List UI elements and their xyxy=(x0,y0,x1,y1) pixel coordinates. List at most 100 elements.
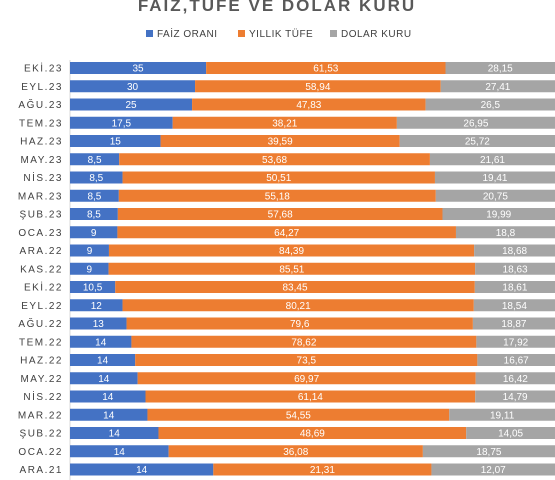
bar-segment xyxy=(474,244,555,257)
bar-segment xyxy=(172,116,397,129)
bar-segment xyxy=(455,226,555,239)
data-label: 79,6 xyxy=(290,319,310,330)
data-label: 14,79 xyxy=(503,392,528,403)
data-label: 83,45 xyxy=(283,283,308,294)
bar-segment xyxy=(145,390,476,403)
bar-segment xyxy=(475,262,555,275)
data-label: 28,15 xyxy=(488,64,513,75)
category-label: EYL.22 xyxy=(21,301,63,312)
bar-segment xyxy=(70,208,118,220)
bar-segment xyxy=(70,299,123,312)
data-label: 14 xyxy=(103,410,115,421)
bar-segment xyxy=(108,244,475,257)
legend-label: YILLIK TÜFE xyxy=(249,28,313,40)
data-label: 57,68 xyxy=(268,210,293,221)
category-label: AĞU.23 xyxy=(18,98,63,111)
bar-segment xyxy=(119,153,430,166)
bar-segment xyxy=(122,299,474,312)
category-label: NİS.22 xyxy=(23,390,63,403)
bar-segment xyxy=(70,244,109,257)
data-label: 13 xyxy=(93,319,105,330)
data-label: 14,05 xyxy=(498,429,523,440)
data-label: 35 xyxy=(133,64,145,75)
data-label: 14 xyxy=(95,337,107,348)
data-label: 84,39 xyxy=(279,246,304,257)
data-label: 18,8 xyxy=(496,228,516,239)
bar-segment xyxy=(70,189,119,202)
data-label: 21,61 xyxy=(480,155,505,166)
bar-segment xyxy=(70,171,123,184)
bar-segment xyxy=(425,98,555,111)
data-label: 17,5 xyxy=(112,118,132,129)
bar-segment xyxy=(474,281,555,293)
category-label: KAS.22 xyxy=(20,264,63,275)
bar-segment xyxy=(213,463,432,476)
data-label: 26,5 xyxy=(481,100,501,111)
bar-segment xyxy=(475,372,555,385)
bar-segment xyxy=(117,208,443,220)
data-label: 27,41 xyxy=(485,82,510,93)
chart-title: FAİZ,TÜFE VE DOLAR KURU xyxy=(138,0,416,15)
bar-segment xyxy=(422,445,555,458)
bar-segment xyxy=(475,390,555,403)
bar-segment xyxy=(137,372,476,385)
data-label: 14 xyxy=(114,447,126,458)
data-label: 61,53 xyxy=(313,64,338,75)
bar-segment xyxy=(70,427,159,439)
data-label: 15 xyxy=(110,137,122,148)
bar-segment xyxy=(206,62,446,74)
data-label: 16,67 xyxy=(504,356,529,367)
data-label: 54,55 xyxy=(286,410,311,421)
bar-segment xyxy=(117,226,456,239)
legend: FAİZ ORANI YILLIK TÜFE DOLAR KURU xyxy=(146,27,412,40)
bar-segment xyxy=(70,317,127,330)
data-label: 19,99 xyxy=(486,210,511,221)
bar-segment xyxy=(476,335,555,348)
data-label: 69,97 xyxy=(294,374,319,385)
data-label: 48,69 xyxy=(300,429,325,440)
bar-segment xyxy=(70,354,136,366)
data-label: 12,07 xyxy=(481,465,506,476)
bar-segment xyxy=(108,262,476,275)
bar-segment xyxy=(477,354,555,366)
data-label: 39,59 xyxy=(268,137,293,148)
bar-segment xyxy=(70,116,173,129)
bar-segment xyxy=(70,262,109,275)
bar-segment xyxy=(70,80,196,93)
data-label: 8,5 xyxy=(88,155,102,166)
data-label: 8,5 xyxy=(87,210,101,221)
bar-segment xyxy=(399,135,555,147)
data-label: 19,11 xyxy=(490,410,515,421)
data-label: 50,51 xyxy=(266,173,291,184)
data-label: 53,68 xyxy=(262,155,287,166)
bar-segment xyxy=(118,189,436,202)
data-label: 9 xyxy=(87,246,93,257)
data-label: 18,75 xyxy=(476,447,501,458)
data-label: 30 xyxy=(127,82,139,93)
bar-segment xyxy=(195,80,441,93)
data-label: 36,08 xyxy=(283,447,308,458)
bar-segment xyxy=(435,189,555,202)
category-label: MAR.23 xyxy=(18,191,63,202)
data-label: 64,27 xyxy=(274,228,299,239)
bar-segment xyxy=(472,317,555,330)
bar-segment xyxy=(160,135,400,147)
data-label: 18,63 xyxy=(503,264,528,275)
category-label: TEM.23 xyxy=(19,118,63,129)
data-label: 61,14 xyxy=(298,392,323,403)
category-label: ŞUB.22 xyxy=(20,429,63,440)
legend-label: DOLAR KURU xyxy=(341,29,412,40)
category-label: HAZ.23 xyxy=(20,137,63,148)
category-label: NİS.23 xyxy=(23,171,63,184)
data-label: 14 xyxy=(102,392,114,403)
category-label: EKİ.23 xyxy=(24,62,63,75)
category-label: HAZ.22 xyxy=(20,356,63,367)
legend-label: FAİZ ORANI xyxy=(157,27,218,40)
category-label: OCA.23 xyxy=(18,228,63,239)
data-label: 25,72 xyxy=(465,137,490,148)
bar-segment xyxy=(192,98,426,111)
data-label: 19,41 xyxy=(482,173,507,184)
legend-swatch xyxy=(238,30,245,37)
data-label: 80,21 xyxy=(286,301,311,312)
